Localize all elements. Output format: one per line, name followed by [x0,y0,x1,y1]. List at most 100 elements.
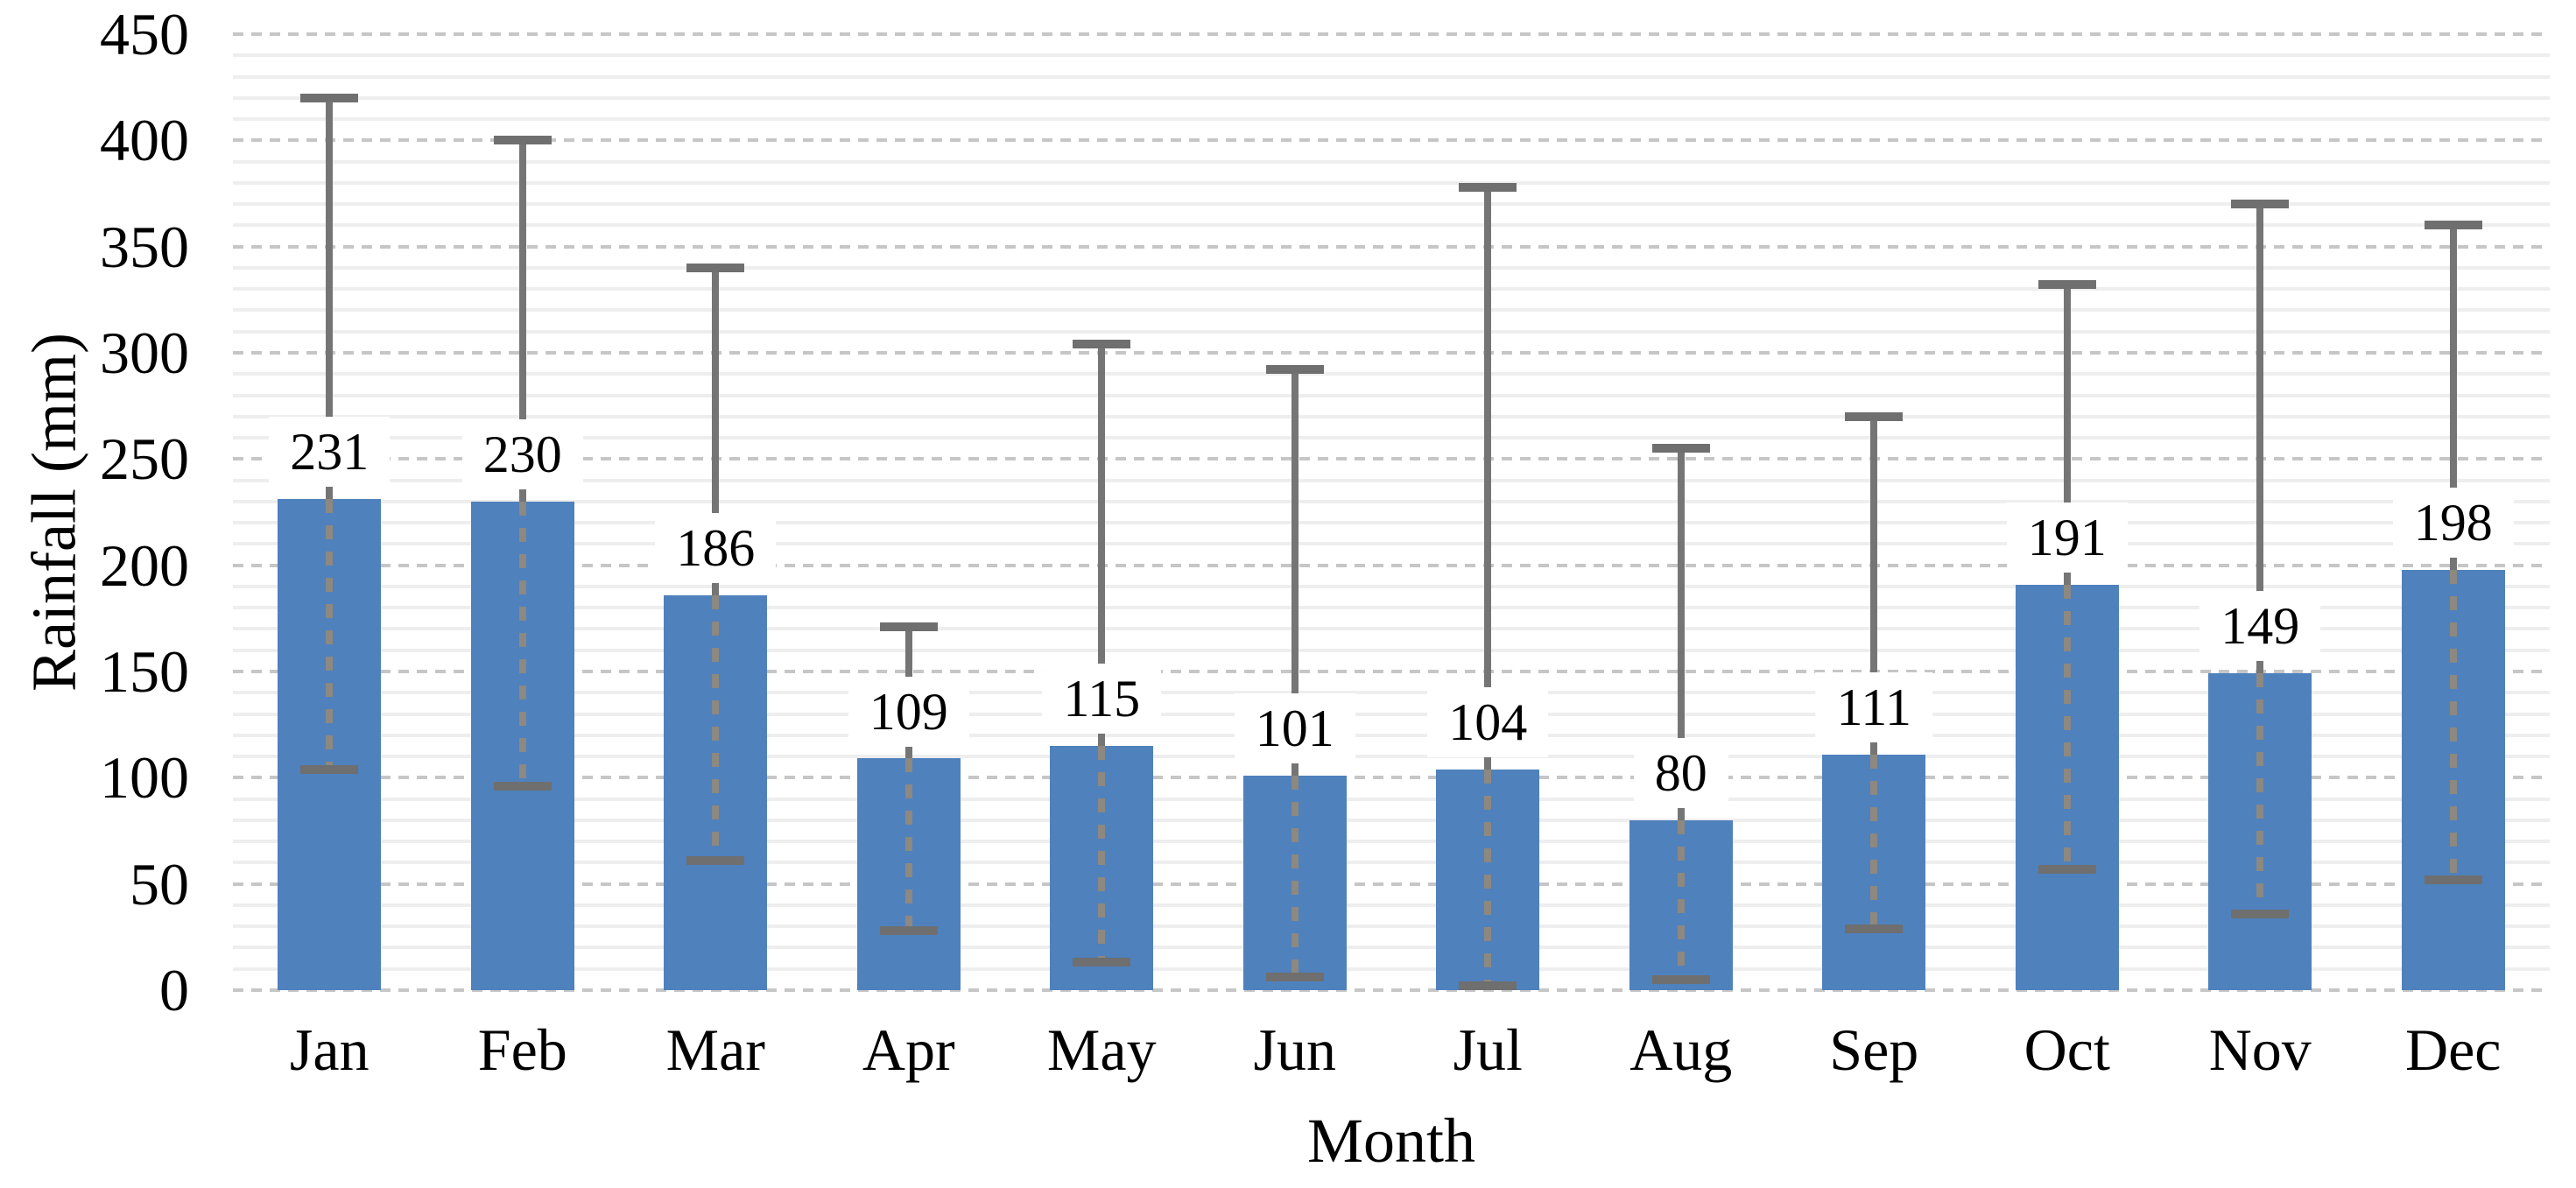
data-label: 186 [655,512,777,583]
error-bar-cap-top [1265,365,1324,375]
minor-gridline [233,372,2550,376]
minor-gridline [233,478,2550,482]
error-bar-lower [712,594,720,861]
minor-gridline [233,584,2550,588]
major-gridline [233,457,2550,461]
minor-gridline [233,53,2550,58]
minor-gridline [233,436,2550,440]
error-bar-cap-bottom [1459,981,1517,991]
data-label: 104 [1427,686,1549,757]
error-bar-cap-top [2231,200,2290,209]
data-label: 115 [1042,663,1162,734]
y-tick-label: 250 [100,425,189,493]
data-label: 109 [848,676,969,747]
error-bar-upper [2063,285,2071,585]
minor-gridline [233,691,2550,695]
error-bar-lower [1484,769,1492,987]
major-gridline [233,670,2550,673]
major-gridline [233,776,2550,780]
error-bar-cap-bottom [1073,958,1131,967]
error-bar-cap-bottom [879,926,938,936]
error-bar-upper [1870,416,1878,755]
data-label: 231 [269,417,391,488]
error-bar-cap-bottom [2424,875,2482,884]
error-bar-upper [1291,369,1299,776]
x-tick-label: Jun [1253,1016,1336,1083]
y-tick-label: 350 [100,213,189,280]
error-bar-upper [1484,186,1492,770]
minor-gridline [233,712,2550,716]
y-tick-label: 0 [159,957,189,1023]
x-tick-label: Jul [1453,1016,1523,1083]
minor-gridline [233,159,2550,164]
minor-gridline [233,202,2550,207]
error-bar-cap-bottom [1845,924,1904,933]
x-tick-label: May [1046,1016,1157,1083]
minor-gridline [233,521,2550,525]
error-bar-cap-top [2424,221,2482,230]
minor-gridline [233,606,2550,610]
minor-gridline [233,840,2550,844]
x-tick-label: Aug [1629,1016,1733,1083]
data-label: 230 [461,418,583,489]
error-bar-lower [1098,745,1106,963]
y-tick-label: 450 [100,1,189,67]
data-label: 111 [1815,671,1933,742]
minor-gridline [233,627,2550,631]
data-label: 101 [1234,692,1355,763]
minor-gridline [233,924,2550,929]
y-tick-label: 300 [100,320,189,386]
error-bar-cap-top [1459,182,1517,192]
error-bar-upper [2256,204,2264,674]
minor-gridline [233,95,2550,100]
error-bar-lower [904,758,912,931]
minor-gridline [233,117,2550,122]
major-gridline [233,32,2550,36]
data-label: 198 [2392,487,2514,558]
minor-gridline [233,74,2550,79]
error-bar-cap-bottom [2038,864,2096,874]
x-tick-label: Sep [1829,1016,1919,1083]
x-tick-label: Dec [2405,1016,2502,1083]
y-tick-label: 50 [130,850,189,917]
error-bar-lower [2063,584,2071,869]
error-bar-lower [2449,569,2457,880]
major-gridline [233,244,2550,249]
error-bar-cap-bottom [2231,909,2290,918]
minor-gridline [233,818,2550,822]
x-axis-title: Month [1306,1106,1476,1176]
minor-gridline [233,287,2550,292]
error-bar-cap-top [493,136,552,145]
minor-gridline [233,265,2550,270]
minor-gridline [233,414,2550,418]
minor-gridline [233,903,2550,907]
error-bar-cap-bottom [300,764,359,774]
major-gridline [233,351,2550,355]
y-tick-label: 200 [100,531,189,599]
major-gridline [233,988,2550,992]
minor-gridline [233,945,2550,950]
error-bar-cap-bottom [493,782,552,791]
error-bar-cap-top [1845,411,1904,421]
x-tick-label: Nov [2208,1016,2312,1083]
data-label: 191 [2006,502,2128,573]
x-tick-label: Apr [862,1016,955,1083]
minor-gridline [233,967,2550,971]
major-gridline [233,882,2550,886]
error-bar-lower [1870,754,1878,929]
data-label: 149 [2199,591,2321,662]
y-tick-label: 100 [100,744,189,812]
error-bar-upper [1677,448,1685,820]
minor-gridline [233,733,2550,737]
error-bar-upper [1098,344,1106,746]
error-bar-lower [518,501,526,787]
minor-gridline [233,755,2550,759]
minor-gridline [233,329,2550,334]
error-bar-upper [518,140,526,502]
data-label: 80 [1633,737,1728,808]
minor-gridline [233,393,2550,397]
plot-area: 450 400 350 300 250 200 150 100 50 0 231 Jan 230 Feb 1… [100,1,2550,1083]
error-bar-cap-bottom [1651,974,1710,984]
minor-gridline [233,223,2550,228]
